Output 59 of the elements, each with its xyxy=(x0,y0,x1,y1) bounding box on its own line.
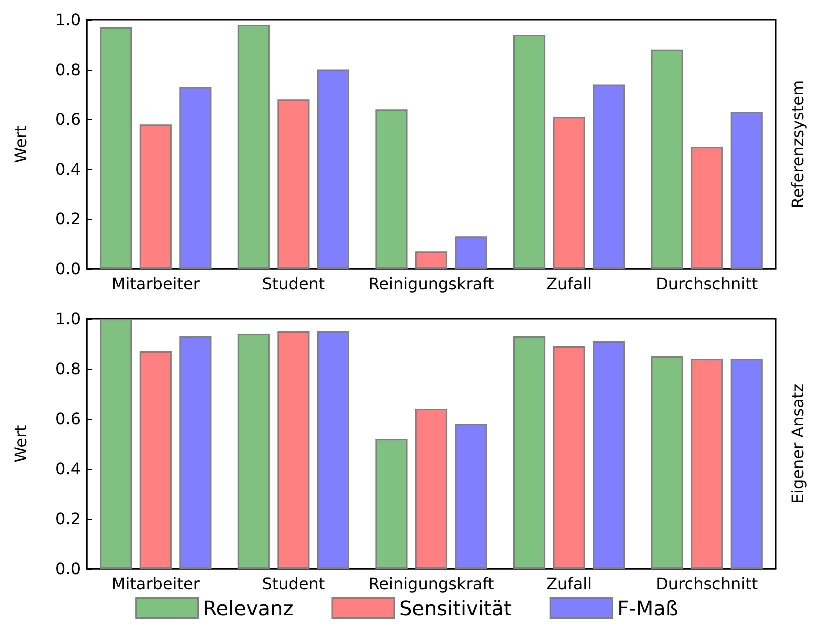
bar xyxy=(593,84,626,269)
x-tick-label: Student xyxy=(262,574,326,594)
x-tick-label: Reinigungskraft xyxy=(368,574,494,594)
y-tick-label: 0.0 xyxy=(56,560,81,578)
bar xyxy=(376,439,408,569)
bar xyxy=(278,332,310,569)
legend-label: F-Maß xyxy=(618,596,678,620)
y2-axis-title: Referenzsystem xyxy=(788,80,808,209)
x-tick-label: Zufall xyxy=(546,574,592,594)
bar xyxy=(238,24,270,269)
bar xyxy=(180,87,212,269)
y-axis-title: Wert xyxy=(12,425,30,463)
x-tick-label: Mitarbeiter xyxy=(112,574,200,594)
y-tick-label: 0.0 xyxy=(56,260,81,278)
y-tick-label: 0.2 xyxy=(56,510,81,528)
x-tick-label: Mitarbeiter xyxy=(112,274,200,294)
y-axis-title: Wert xyxy=(12,126,30,164)
bar xyxy=(140,124,172,269)
bar xyxy=(651,50,684,269)
bar xyxy=(100,319,132,569)
bar xyxy=(513,34,546,269)
y-tick-label: 0.6 xyxy=(56,410,81,428)
bar xyxy=(730,112,763,269)
bar xyxy=(317,332,350,569)
bar xyxy=(553,346,586,569)
legend-label: Sensitivität xyxy=(399,596,512,620)
bar xyxy=(376,110,408,269)
bar xyxy=(691,146,724,269)
y-tick-label: 0.4 xyxy=(56,460,81,478)
bar xyxy=(317,70,350,269)
x-tick-label: Durchschnitt xyxy=(656,574,758,594)
bar xyxy=(593,342,626,569)
legend-label: Relevanz xyxy=(203,596,294,620)
bar xyxy=(140,352,172,569)
y-tick-label: 1.0 xyxy=(56,310,81,328)
bar xyxy=(691,359,724,569)
bar xyxy=(180,336,212,569)
x-tick-label: Reinigungskraft xyxy=(368,274,494,294)
bar xyxy=(553,117,586,269)
x-tick-label: Student xyxy=(262,274,326,294)
bar xyxy=(278,100,310,269)
bar xyxy=(455,424,488,569)
y-tick-label: 0.8 xyxy=(56,60,81,80)
bar xyxy=(455,236,488,269)
x-tick-label: Zufall xyxy=(546,274,592,294)
y-tick-label: 0.2 xyxy=(56,210,81,229)
bar xyxy=(100,27,132,269)
y-tick-label: 0.8 xyxy=(56,360,81,378)
y2-axis-title: Eigener Ansatz xyxy=(788,384,808,504)
x-tick-label: Durchschnitt xyxy=(656,274,758,294)
bar xyxy=(415,409,448,569)
bar xyxy=(238,334,270,569)
bar xyxy=(730,359,763,569)
y-tick-label: 0.4 xyxy=(56,160,81,179)
y-tick-label: 1.0 xyxy=(56,10,81,30)
bar xyxy=(651,356,684,569)
bar xyxy=(513,336,546,569)
bar xyxy=(415,252,448,269)
y-tick-label: 0.6 xyxy=(56,110,81,130)
